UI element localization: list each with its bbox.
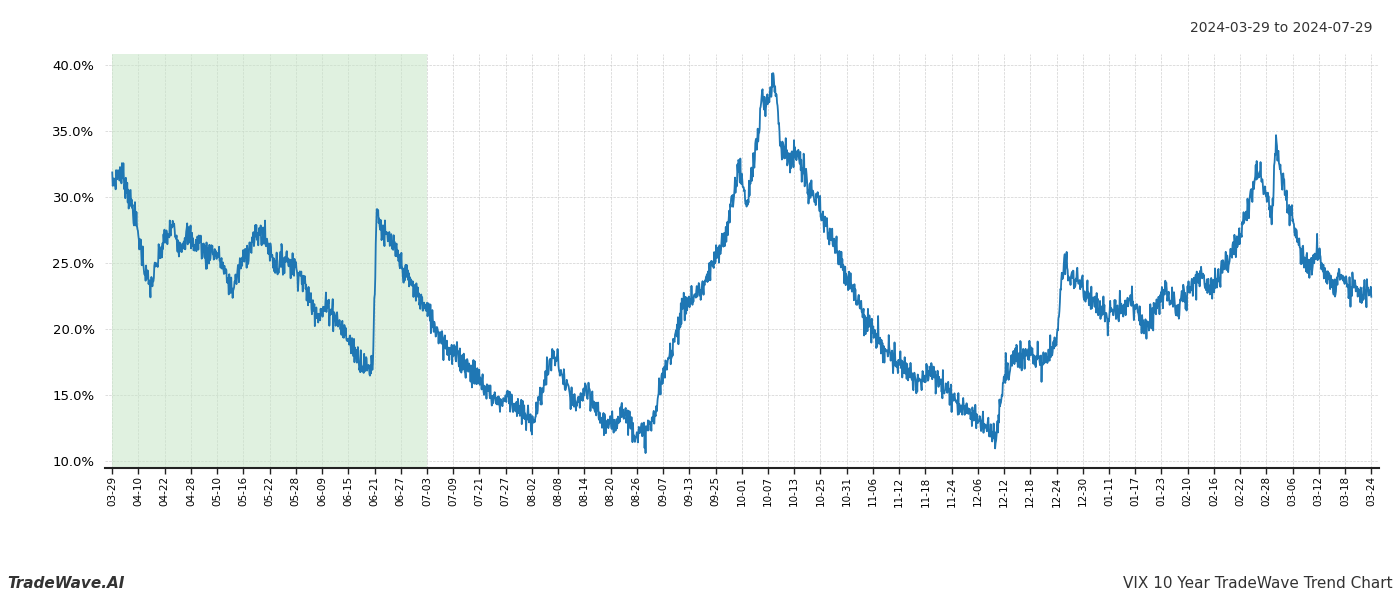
Text: TradeWave.AI: TradeWave.AI [7, 576, 125, 591]
Text: VIX 10 Year TradeWave Trend Chart: VIX 10 Year TradeWave Trend Chart [1123, 576, 1393, 591]
Text: 2024-03-29 to 2024-07-29: 2024-03-29 to 2024-07-29 [1190, 21, 1372, 35]
Bar [112, 54, 427, 468]
